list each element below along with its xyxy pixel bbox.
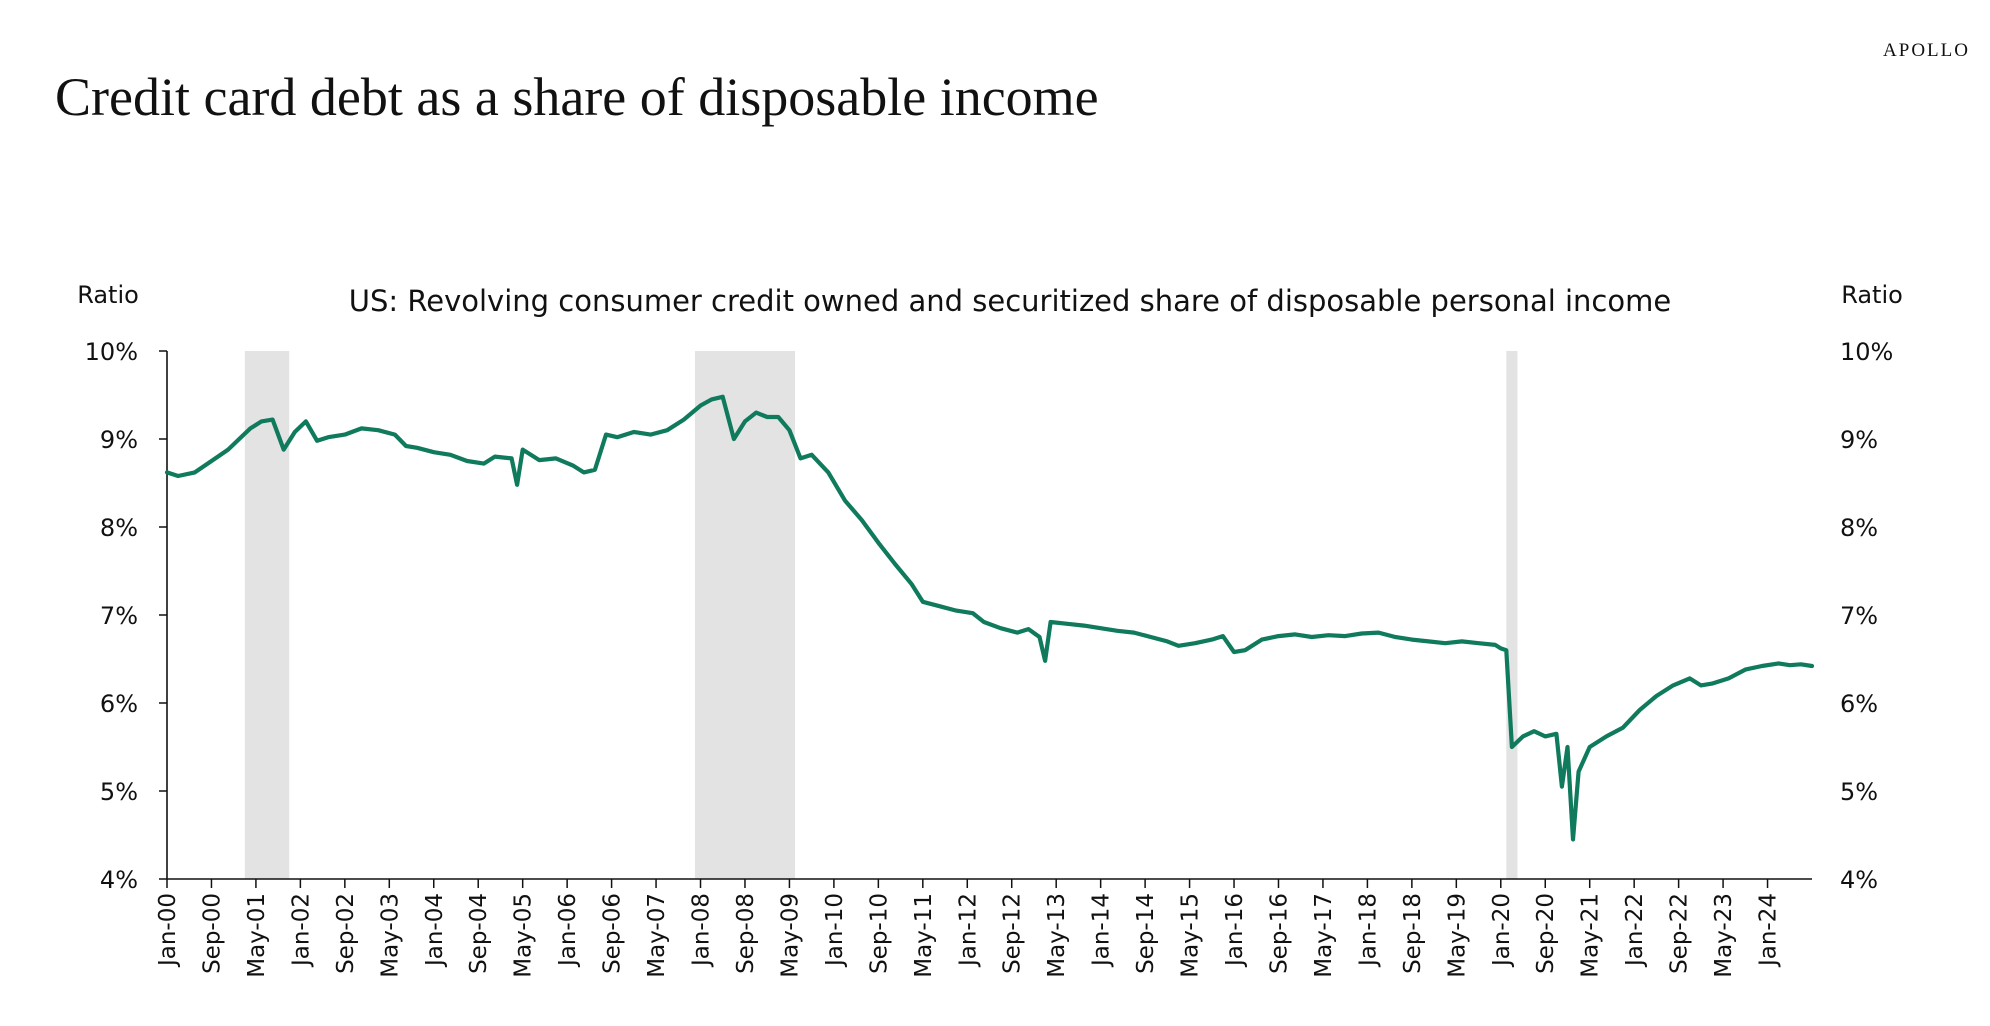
brand-logo: APOLLO	[1883, 40, 1970, 61]
x-tick-label: Jan-04	[422, 893, 448, 968]
recession-band	[694, 351, 795, 879]
x-tick-label: Sep-16	[1266, 893, 1292, 974]
y-tick-label-right: 10%	[1840, 338, 1893, 366]
x-tick-label: May-05	[511, 893, 537, 978]
left-axis-label: Ratio	[77, 281, 139, 309]
x-tick-label: May-11	[911, 893, 937, 978]
x-tick-label: May-15	[1178, 893, 1204, 978]
x-tick-label: Sep-18	[1400, 893, 1426, 974]
x-tick-label: Sep-06	[600, 893, 626, 974]
x-tick-label: May-03	[377, 893, 403, 978]
x-tick-label: May-23	[1711, 893, 1737, 978]
x-tick-label: Sep-10	[866, 893, 892, 974]
x-tick-label: Jan-20	[1489, 893, 1515, 968]
x-tick-label: Sep-12	[1000, 893, 1026, 974]
page-title: Credit card debt as a share of disposabl…	[55, 67, 1099, 127]
y-tick-label-right: 7%	[1840, 602, 1878, 630]
y-tick-label-right: 5%	[1840, 778, 1878, 806]
axis-ticks: 4% 4% 5% 5% 6% 6% 7% 7% 8% 8% 9% 9% 10% 10% Jan-00 Sep-…	[85, 338, 1894, 978]
x-tick-label: Sep-04	[466, 893, 492, 974]
x-tick-label: Sep-22	[1667, 893, 1693, 974]
x-tick-label: Jan-18	[1355, 893, 1381, 968]
x-tick-label: Jan-10	[822, 893, 848, 968]
x-tick-label: May-09	[777, 893, 803, 978]
y-tick-label-left: 9%	[100, 426, 138, 454]
y-tick-label-right: 6%	[1840, 690, 1878, 718]
x-tick-label: May-01	[244, 893, 270, 978]
x-tick-label: Sep-08	[733, 893, 759, 974]
recession-bands	[244, 351, 1518, 879]
x-tick-label: Jan-06	[555, 893, 581, 968]
y-tick-label-left: 8%	[100, 514, 138, 542]
x-tick-label: Jan-22	[1622, 893, 1648, 968]
series	[164, 394, 1815, 842]
y-tick-label-left: 10%	[85, 338, 138, 366]
x-tick-label: Jan-16	[1222, 893, 1248, 968]
x-tick-label: Jan-24	[1756, 893, 1782, 968]
chart-axes: US: Revolving consumer credit owned and …	[77, 281, 1903, 880]
x-tick-label: May-17	[1311, 893, 1337, 978]
y-tick-label-left: 6%	[100, 690, 138, 718]
y-tick-label-left: 7%	[100, 602, 138, 630]
y-tick-label-right: 8%	[1840, 514, 1878, 542]
x-tick-label: May-07	[644, 893, 670, 978]
y-tick-label-right: 4%	[1840, 866, 1878, 894]
x-tick-label: Sep-00	[199, 893, 225, 974]
series-line	[164, 394, 1815, 842]
x-tick-label: Sep-14	[1133, 893, 1159, 974]
y-tick-label-left: 5%	[100, 778, 138, 806]
y-tick-label-left: 4%	[100, 866, 138, 894]
x-tick-label: Jan-00	[155, 893, 181, 968]
x-tick-label: May-19	[1444, 893, 1470, 978]
x-tick-label: Jan-12	[955, 893, 981, 968]
x-tick-label: Jan-02	[288, 893, 314, 968]
y-tick-label-right: 9%	[1840, 426, 1878, 454]
x-tick-label: Jan-08	[689, 893, 715, 968]
x-tick-label: Sep-02	[333, 893, 359, 974]
x-tick-label: Jan-14	[1089, 893, 1115, 968]
recession-band	[1506, 351, 1518, 879]
x-tick-label: Sep-20	[1533, 893, 1559, 974]
right-axis-label: Ratio	[1841, 281, 1903, 309]
chart-subtitle: US: Revolving consumer credit owned and …	[349, 284, 1671, 318]
x-tick-label: May-21	[1578, 893, 1604, 978]
x-tick-label: May-13	[1044, 893, 1070, 978]
